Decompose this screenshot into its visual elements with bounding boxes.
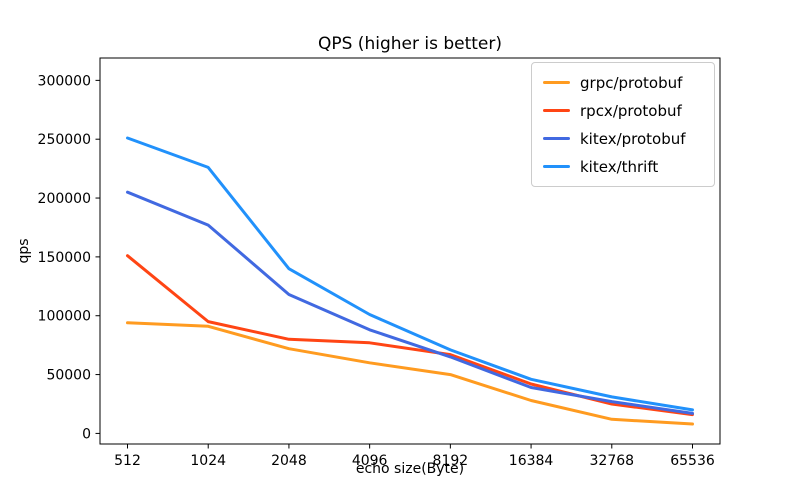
y-tick-label: 250000 bbox=[38, 132, 91, 148]
x-tick-label: 2048 bbox=[271, 453, 307, 469]
legend-item-kitex-protobuf: kitex/protobuf bbox=[543, 128, 703, 149]
chart-title: QPS (higher is better) bbox=[317, 34, 503, 54]
legend: grpc/protobuf rpcx/protobuf kitex/protobuf… bbox=[531, 62, 715, 187]
legend-label: kitex/protobuf bbox=[580, 129, 686, 148]
plot-border bbox=[99, 57, 721, 445]
legend-line-swatch bbox=[543, 109, 570, 112]
x-tick-label: 65536 bbox=[670, 453, 715, 469]
y-tick-label: 150000 bbox=[38, 250, 91, 266]
legend-label: kitex/thrift bbox=[580, 157, 659, 176]
y-tick-label: 200000 bbox=[38, 191, 91, 207]
x-axis-label: echo size(Byte) bbox=[355, 461, 465, 477]
legend-line-swatch bbox=[543, 165, 570, 168]
series-line-kitex-thrift bbox=[126, 136, 694, 412]
series-line-grpc-protobuf bbox=[126, 321, 694, 426]
legend-label: rpcx/protobuf bbox=[580, 101, 682, 120]
legend-item-kitex-thrift: kitex/thrift bbox=[543, 156, 703, 177]
x-tick-label: 1024 bbox=[190, 453, 226, 469]
legend-label: grpc/protobuf bbox=[580, 73, 683, 92]
legend-item-grpc-protobuf: grpc/protobuf bbox=[543, 72, 703, 93]
series-line-rpcx-protobuf bbox=[126, 254, 694, 417]
y-tick-label: 0 bbox=[82, 426, 91, 442]
y-axis-label: qps bbox=[16, 238, 32, 264]
x-tick-label: 512 bbox=[114, 453, 141, 469]
y-tick-label: 50000 bbox=[46, 368, 91, 384]
legend-line-swatch bbox=[543, 137, 570, 140]
x-tick-label: 16384 bbox=[509, 453, 554, 469]
legend-item-rpcx-protobuf: rpcx/protobuf bbox=[543, 100, 703, 121]
series-line-kitex-protobuf bbox=[126, 190, 694, 415]
x-tick-label: 8192 bbox=[433, 453, 469, 469]
legend-line-swatch bbox=[543, 81, 570, 84]
y-tick-label: 100000 bbox=[38, 309, 91, 325]
x-tick-label: 32768 bbox=[590, 453, 635, 469]
y-tick-label: 300000 bbox=[38, 73, 91, 89]
x-tick-label: 4096 bbox=[352, 453, 388, 469]
